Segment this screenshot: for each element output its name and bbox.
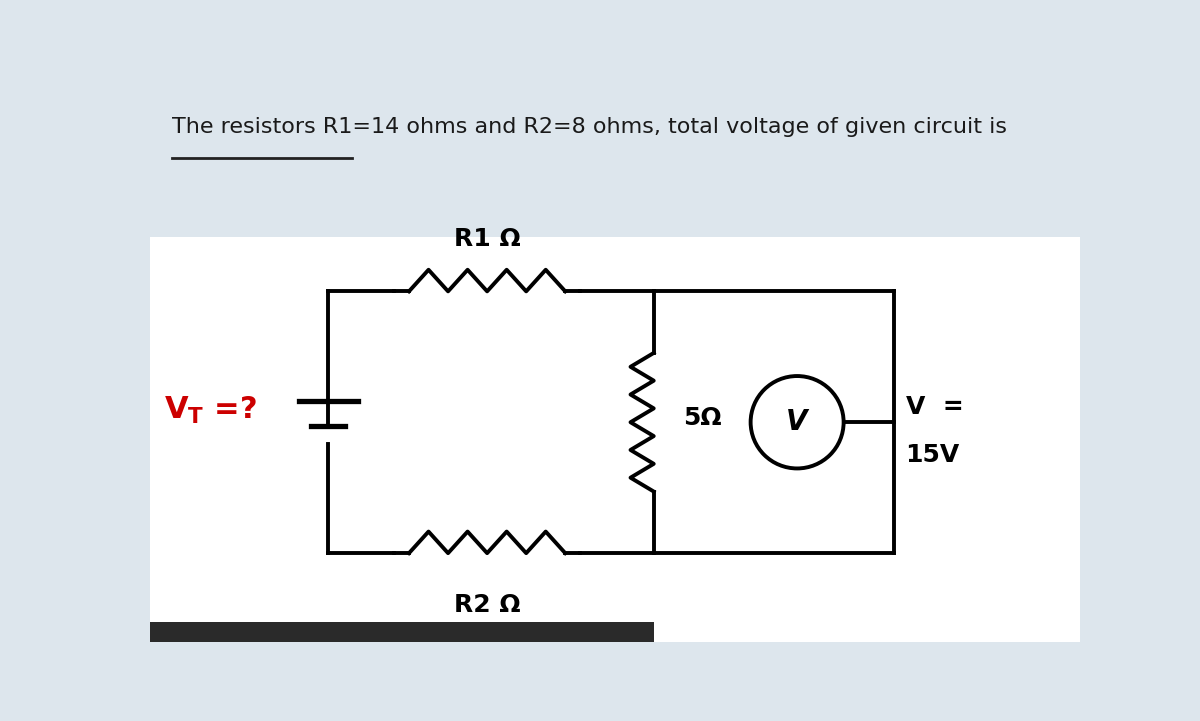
Text: The resistors R1=14 ohms and R2=8 ohms, total voltage of given circuit is: The resistors R1=14 ohms and R2=8 ohms, … [172, 117, 1007, 136]
Bar [150, 622, 654, 642]
Bar [150, 87, 1080, 236]
Text: R2 Ω: R2 Ω [454, 593, 521, 617]
Text: 15V: 15V [906, 443, 960, 466]
Bar [150, 236, 1080, 642]
Text: $\mathbf{V_T}$ =?: $\mathbf{V_T}$ =? [164, 395, 257, 426]
Text: V  =: V = [906, 395, 964, 419]
Circle shape [751, 376, 844, 469]
Text: 5Ω: 5Ω [683, 407, 721, 430]
Text: R1 Ω: R1 Ω [454, 227, 521, 252]
Text: V: V [786, 408, 808, 436]
